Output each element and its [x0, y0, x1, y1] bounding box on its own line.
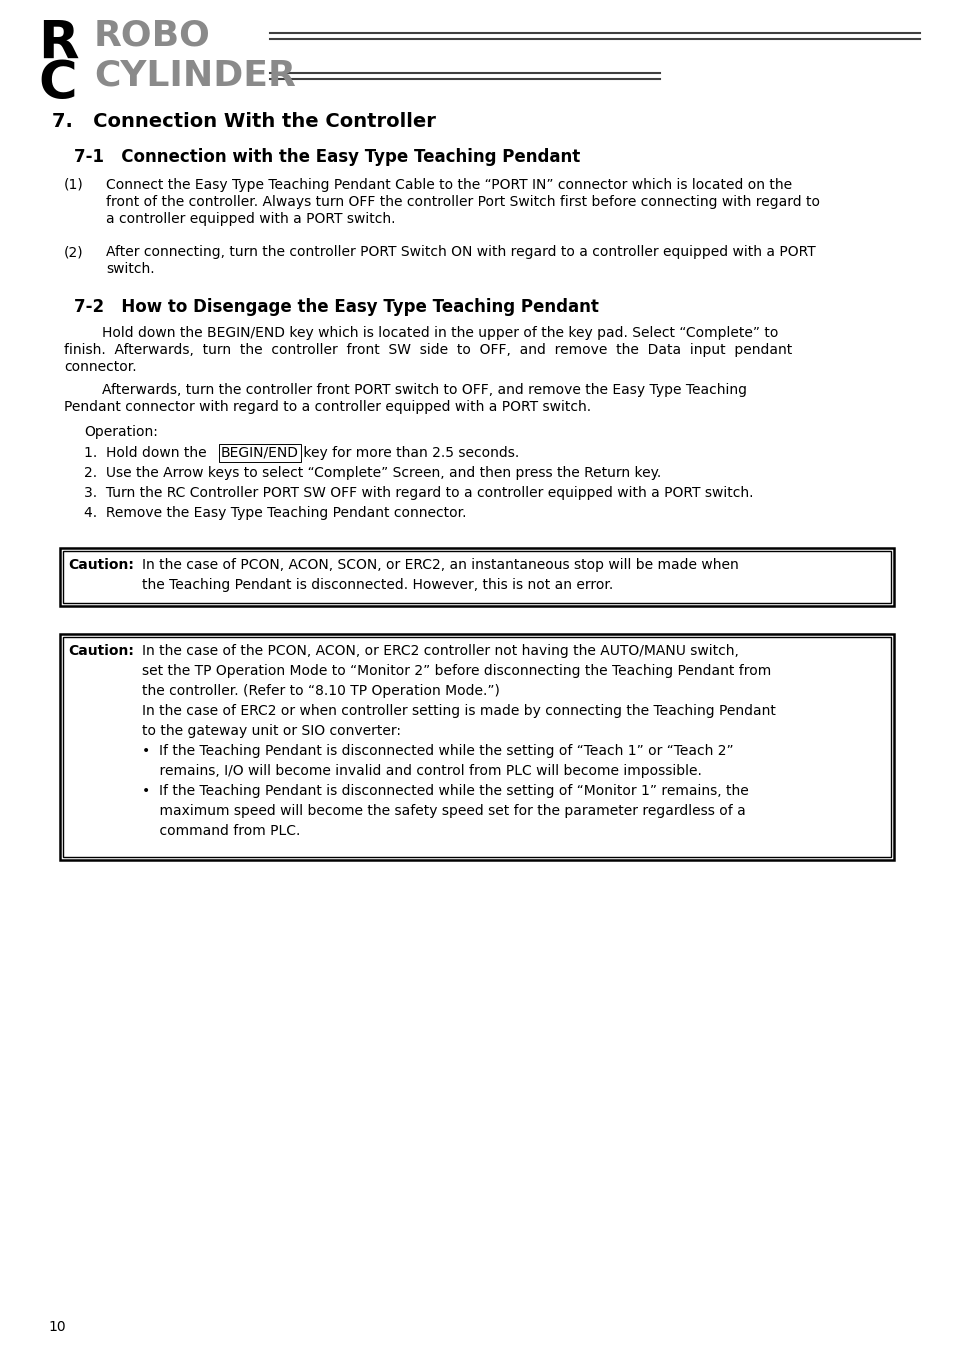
Text: the controller. (Refer to “8.10 TP Operation Mode.”): the controller. (Refer to “8.10 TP Opera…: [142, 684, 499, 698]
Text: Caution:: Caution:: [68, 558, 133, 571]
Text: Afterwards, turn the controller front PORT switch to OFF, and remove the Easy Ty: Afterwards, turn the controller front PO…: [102, 382, 746, 397]
Text: In the case of ERC2 or when controller setting is made by connecting the Teachin: In the case of ERC2 or when controller s…: [142, 704, 775, 717]
Text: Connect the Easy Type Teaching Pendant Cable to the “PORT IN” connector which is: Connect the Easy Type Teaching Pendant C…: [106, 178, 791, 192]
Text: 1.  Hold down the: 1. Hold down the: [84, 446, 211, 459]
Text: (1): (1): [64, 178, 84, 192]
Text: 3.  Turn the RC Controller PORT SW OFF with regard to a controller equipped with: 3. Turn the RC Controller PORT SW OFF wi…: [84, 486, 753, 500]
Text: C: C: [38, 58, 76, 109]
Text: 10: 10: [48, 1320, 66, 1333]
Text: After connecting, turn the controller PORT Switch ON with regard to a controller: After connecting, turn the controller PO…: [106, 245, 815, 259]
Text: Caution:: Caution:: [68, 644, 133, 658]
Text: 7.   Connection With the Controller: 7. Connection With the Controller: [52, 112, 436, 131]
Text: to the gateway unit or SIO converter:: to the gateway unit or SIO converter:: [142, 724, 400, 738]
Text: a controller equipped with a PORT switch.: a controller equipped with a PORT switch…: [106, 212, 395, 226]
Text: remains, I/O will become invalid and control from PLC will become impossible.: remains, I/O will become invalid and con…: [142, 765, 701, 778]
Text: switch.: switch.: [106, 262, 154, 276]
Text: finish.  Afterwards,  turn  the  controller  front  SW  side  to  OFF,  and  rem: finish. Afterwards, turn the controller …: [64, 343, 791, 357]
Text: Hold down the BEGIN/END key which is located in the upper of the key pad. Select: Hold down the BEGIN/END key which is loc…: [102, 326, 778, 340]
Text: BEGIN/END: BEGIN/END: [221, 446, 298, 459]
Text: maximum speed will become the safety speed set for the parameter regardless of a: maximum speed will become the safety spe…: [142, 804, 745, 817]
Text: 2.  Use the Arrow keys to select “Complete” Screen, and then press the Return ke: 2. Use the Arrow keys to select “Complet…: [84, 466, 660, 480]
Text: CYLINDER: CYLINDER: [94, 58, 295, 92]
Bar: [60, 634, 893, 861]
Text: Pendant connector with regard to a controller equipped with a PORT switch.: Pendant connector with regard to a contr…: [64, 400, 591, 413]
Text: 7-1   Connection with the Easy Type Teaching Pendant: 7-1 Connection with the Easy Type Teachi…: [74, 149, 579, 166]
Text: 4.  Remove the Easy Type Teaching Pendant connector.: 4. Remove the Easy Type Teaching Pendant…: [84, 507, 466, 520]
Text: key for more than 2.5 seconds.: key for more than 2.5 seconds.: [298, 446, 518, 459]
Text: R: R: [38, 18, 78, 70]
Text: •  If the Teaching Pendant is disconnected while the setting of “Teach 1” or “Te: • If the Teaching Pendant is disconnecte…: [142, 744, 733, 758]
Text: connector.: connector.: [64, 359, 136, 374]
Text: Operation:: Operation:: [84, 426, 157, 439]
Text: ROBO: ROBO: [94, 18, 211, 51]
Text: (2): (2): [64, 245, 84, 259]
Text: •  If the Teaching Pendant is disconnected while the setting of “Monitor 1” rema: • If the Teaching Pendant is disconnecte…: [142, 784, 748, 798]
Text: the Teaching Pendant is disconnected. However, this is not an error.: the Teaching Pendant is disconnected. Ho…: [142, 578, 613, 592]
Text: command from PLC.: command from PLC.: [142, 824, 300, 838]
Bar: [63, 638, 890, 857]
Bar: [60, 549, 893, 607]
Text: 7-2   How to Disengage the Easy Type Teaching Pendant: 7-2 How to Disengage the Easy Type Teach…: [74, 299, 598, 316]
Text: set the TP Operation Mode to “Monitor 2” before disconnecting the Teaching Penda: set the TP Operation Mode to “Monitor 2”…: [142, 663, 770, 678]
Text: In the case of the PCON, ACON, or ERC2 controller not having the AUTO/MANU switc: In the case of the PCON, ACON, or ERC2 c…: [142, 644, 739, 658]
Bar: [63, 551, 890, 603]
Text: In the case of PCON, ACON, SCON, or ERC2, an instantaneous stop will be made whe: In the case of PCON, ACON, SCON, or ERC2…: [142, 558, 738, 571]
Text: front of the controller. Always turn OFF the controller Port Switch first before: front of the controller. Always turn OFF…: [106, 195, 820, 209]
